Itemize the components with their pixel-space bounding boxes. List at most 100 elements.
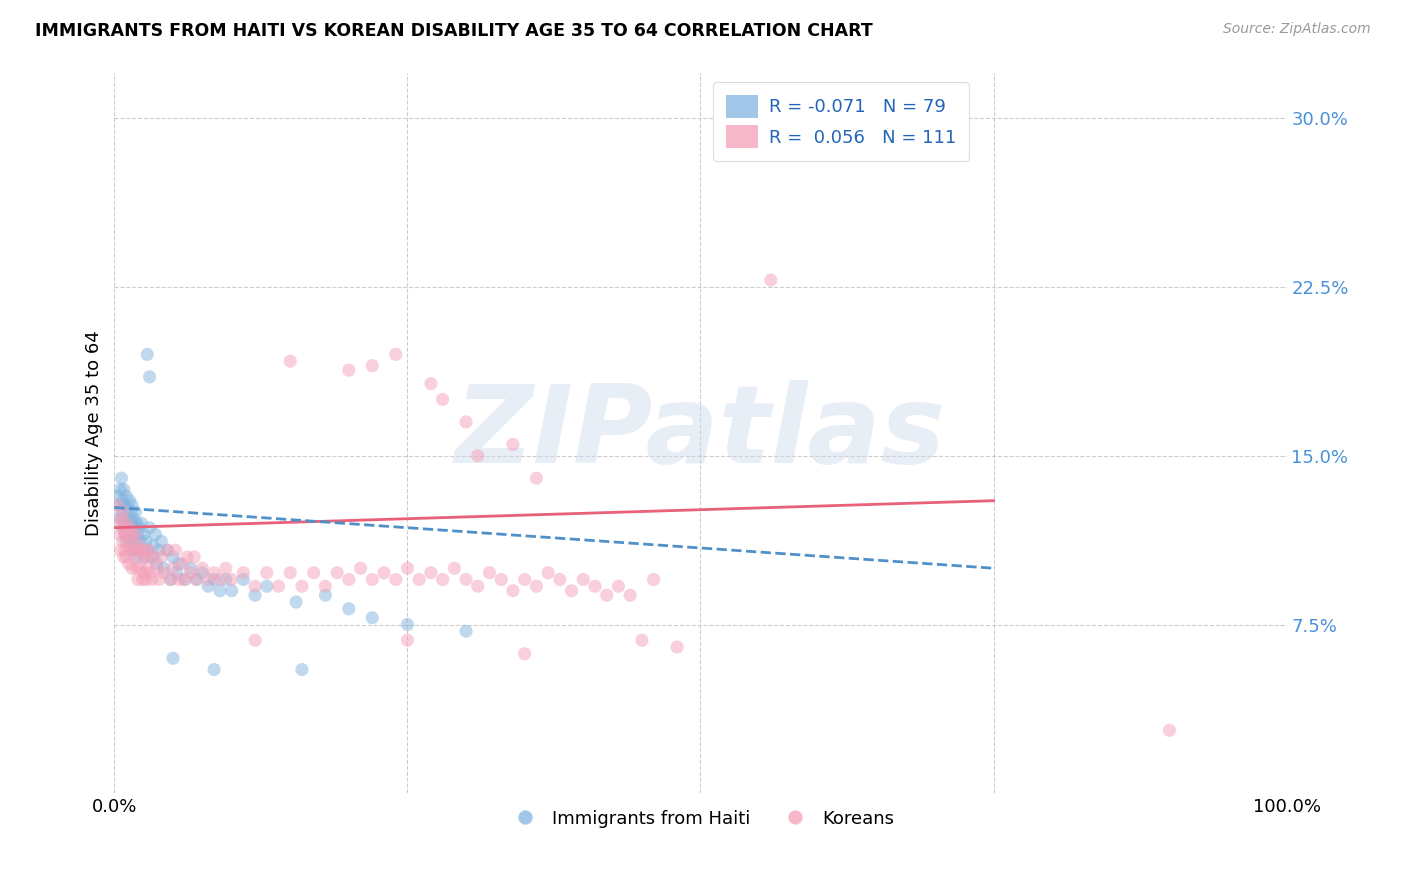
Point: [136, 549, 159, 564]
Point: [467, 449, 489, 463]
Point: [302, 566, 325, 580]
Point: [666, 640, 689, 654]
Point: [326, 566, 349, 580]
Point: [143, 549, 166, 564]
Point: [112, 512, 135, 526]
Point: [643, 573, 665, 587]
Point: [107, 498, 129, 512]
Point: [150, 534, 173, 549]
Point: [467, 579, 489, 593]
Point: [513, 573, 536, 587]
Point: [120, 534, 142, 549]
Point: [112, 521, 135, 535]
Point: [384, 347, 406, 361]
Text: IMMIGRANTS FROM HAITI VS KOREAN DISABILITY AGE 35 TO 64 CORRELATION CHART: IMMIGRANTS FROM HAITI VS KOREAN DISABILI…: [35, 22, 873, 40]
Point: [148, 573, 170, 587]
Point: [197, 579, 219, 593]
Point: [221, 583, 243, 598]
Point: [115, 516, 138, 531]
Point: [131, 516, 153, 531]
Point: [607, 579, 630, 593]
Point: [215, 573, 238, 587]
Point: [152, 566, 174, 580]
Point: [110, 512, 132, 526]
Point: [361, 611, 384, 625]
Point: [134, 549, 156, 564]
Point: [202, 663, 225, 677]
Point: [285, 595, 308, 609]
Point: [502, 583, 524, 598]
Point: [513, 647, 536, 661]
Point: [232, 566, 254, 580]
Point: [166, 566, 188, 580]
Point: [596, 588, 619, 602]
Point: [129, 534, 152, 549]
Point: [117, 512, 139, 526]
Point: [107, 489, 129, 503]
Point: [121, 498, 143, 512]
Point: [432, 392, 454, 407]
Point: [111, 534, 134, 549]
Point: [191, 561, 214, 575]
Point: [110, 512, 132, 526]
Point: [631, 633, 654, 648]
Point: [122, 539, 145, 553]
Point: [145, 561, 167, 575]
Point: [162, 549, 184, 564]
Point: [202, 573, 225, 587]
Point: [127, 549, 149, 564]
Point: [572, 573, 595, 587]
Point: [291, 579, 314, 593]
Point: [138, 370, 160, 384]
Point: [243, 633, 266, 648]
Point: [125, 543, 148, 558]
Point: [243, 579, 266, 593]
Point: [232, 573, 254, 587]
Point: [173, 573, 195, 587]
Point: [337, 573, 360, 587]
Point: [122, 527, 145, 541]
Point: [291, 663, 314, 677]
Point: [396, 633, 419, 648]
Point: [121, 527, 143, 541]
Point: [173, 573, 195, 587]
Point: [548, 573, 571, 587]
Point: [114, 543, 136, 558]
Point: [117, 557, 139, 571]
Point: [349, 561, 371, 575]
Point: [118, 521, 141, 535]
Legend: Immigrants from Haiti, Koreans: Immigrants from Haiti, Koreans: [499, 802, 901, 835]
Point: [141, 549, 163, 564]
Point: [117, 521, 139, 535]
Point: [115, 534, 138, 549]
Point: [138, 566, 160, 580]
Point: [135, 534, 157, 549]
Point: [121, 561, 143, 575]
Text: Source: ZipAtlas.com: Source: ZipAtlas.com: [1223, 22, 1371, 37]
Point: [136, 347, 159, 361]
Point: [186, 573, 208, 587]
Point: [124, 521, 146, 535]
Point: [115, 489, 138, 503]
Point: [121, 543, 143, 558]
Point: [114, 527, 136, 541]
Point: [337, 601, 360, 615]
Point: [396, 617, 419, 632]
Point: [117, 530, 139, 544]
Point: [124, 534, 146, 549]
Point: [125, 516, 148, 531]
Point: [419, 566, 441, 580]
Point: [127, 527, 149, 541]
Text: ZIPatlas: ZIPatlas: [456, 380, 946, 486]
Point: [111, 521, 134, 535]
Point: [180, 561, 202, 575]
Point: [138, 543, 160, 558]
Point: [526, 579, 548, 593]
Point: [132, 527, 155, 541]
Point: [454, 573, 477, 587]
Point: [489, 573, 512, 587]
Point: [124, 539, 146, 553]
Point: [159, 573, 181, 587]
Point: [443, 561, 465, 575]
Point: [132, 566, 155, 580]
